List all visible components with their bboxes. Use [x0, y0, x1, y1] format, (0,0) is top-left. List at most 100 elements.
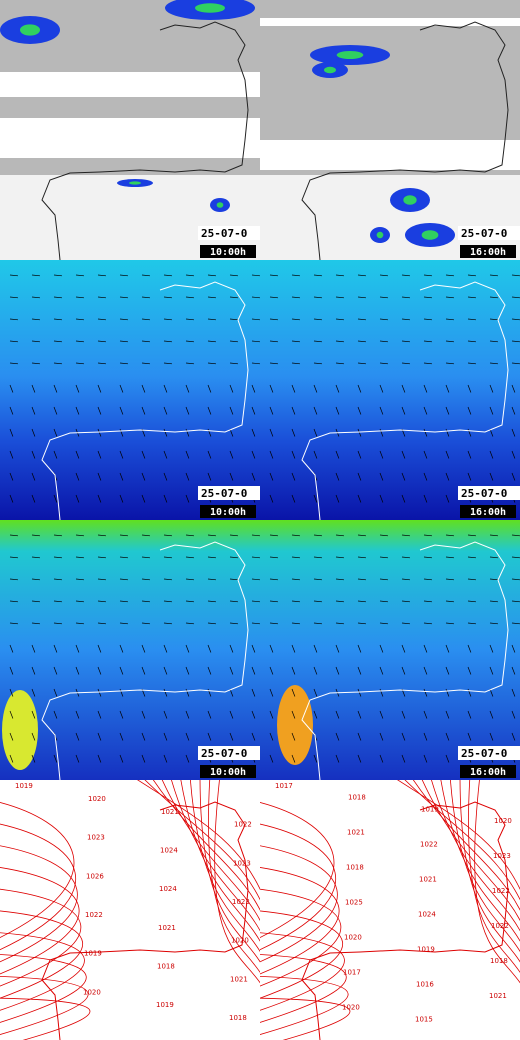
wind-arrow — [401, 340, 410, 343]
isobar-label: 1021 — [347, 829, 365, 837]
wind-arrow — [357, 622, 366, 625]
map-panel: 1017 1018 1019 1020 1021 1022 1023 1018 1021 1022… — [260, 780, 520, 1040]
precip-core — [403, 195, 417, 205]
wind-arrow — [269, 754, 274, 763]
wind-arrow — [357, 340, 366, 343]
isobar-label: 1021 — [158, 924, 176, 932]
wind-arrow — [141, 362, 150, 365]
wind-arrow — [9, 622, 18, 625]
wind-arrow — [335, 384, 340, 393]
wind-arrow — [119, 666, 124, 675]
wind-arrow — [489, 340, 498, 343]
wind-arrow — [489, 296, 498, 299]
wind-arrow — [185, 362, 194, 365]
wind-arrow — [357, 754, 362, 763]
isobar — [260, 780, 520, 1023]
wind-arrow — [229, 340, 238, 343]
wind-arrow — [251, 384, 256, 393]
isobar — [0, 780, 260, 1040]
date-label: 25-07-0 — [201, 227, 247, 240]
wind-arrow — [401, 472, 406, 481]
wind-arrow — [489, 362, 498, 365]
wind-arrow — [53, 296, 62, 299]
wind-arrow — [445, 450, 450, 459]
wind-arrow — [269, 732, 274, 741]
wind-arrow — [251, 472, 256, 481]
wind-arrow — [97, 274, 106, 277]
wind-arrow — [357, 274, 366, 277]
date-box — [458, 486, 520, 500]
wind-arrow — [185, 666, 190, 675]
isobar-label: 1018 — [229, 1014, 247, 1022]
isobar — [0, 780, 260, 951]
wind-arrow — [163, 710, 168, 719]
wind-arrow — [119, 710, 124, 719]
wind-arrow — [357, 578, 366, 581]
wind-arrow — [53, 556, 62, 559]
wind-arrow — [119, 450, 124, 459]
wind-arrow — [229, 732, 234, 741]
wind-arrow — [53, 644, 58, 653]
wind-arrow — [31, 450, 36, 459]
wind-arrow — [445, 340, 454, 343]
precip-core — [421, 230, 439, 240]
wind-arrow — [511, 556, 520, 559]
wind-max — [2, 690, 38, 770]
wind-arrow — [423, 710, 428, 719]
wind-arrow — [401, 732, 406, 741]
wind-arrow — [9, 710, 14, 719]
wind-arrow — [467, 472, 472, 481]
wind-arrow — [185, 472, 190, 481]
wind-arrow — [269, 578, 278, 581]
wind-arrow — [141, 274, 150, 277]
wind-arrow — [229, 450, 234, 459]
date-label: 25-07-0 — [461, 227, 507, 240]
wind-arrow — [313, 362, 322, 365]
wind-arrow — [423, 666, 428, 675]
wind-arrow — [229, 600, 238, 603]
wind-arrow — [97, 710, 102, 719]
isobar — [260, 780, 520, 987]
wind-arrow — [185, 318, 194, 321]
isobar — [260, 780, 520, 951]
wind-arrow — [335, 600, 344, 603]
wind-arrow — [489, 644, 494, 653]
wind-arrow — [445, 622, 454, 625]
wind-arrow — [53, 318, 62, 321]
wind-arrow — [401, 710, 406, 719]
wind-arrow — [269, 600, 278, 603]
wind-arrow — [445, 296, 454, 299]
wind-arrow — [357, 710, 362, 719]
wind-arrow — [163, 556, 172, 559]
wind-arrow — [97, 494, 102, 503]
wind-field — [260, 260, 520, 520]
wind-arrow — [119, 578, 128, 581]
wind-arrow — [97, 340, 106, 343]
wind-arrow — [97, 644, 102, 653]
wind-arrow — [75, 472, 80, 481]
wind-arrow — [291, 472, 296, 481]
wind-arrow — [467, 732, 472, 741]
wind-arrow — [75, 274, 84, 277]
wind-arrow — [97, 384, 102, 393]
wind-arrow — [291, 340, 300, 343]
wind-arrow — [207, 732, 212, 741]
wind-arrow — [357, 362, 366, 365]
wind-arrow — [445, 384, 450, 393]
wind-arrow — [291, 710, 296, 719]
wind-arrow — [335, 362, 344, 365]
wind-arrow — [53, 534, 62, 537]
wind-arrow — [251, 732, 256, 741]
date-label: 25-07-0 — [461, 487, 507, 500]
isobar — [0, 780, 260, 1023]
wind-arrow — [31, 274, 40, 277]
isobar-label: 1022 — [234, 821, 252, 829]
wind-arrow — [489, 666, 494, 675]
wind-arrow — [379, 274, 388, 277]
wind-arrow — [207, 384, 212, 393]
wind-arrow — [53, 406, 58, 415]
coastline — [41, 281, 249, 520]
wind-arrow — [251, 644, 256, 653]
wind-arrow — [511, 450, 516, 459]
isobar-label: 1019 — [156, 1001, 174, 1009]
